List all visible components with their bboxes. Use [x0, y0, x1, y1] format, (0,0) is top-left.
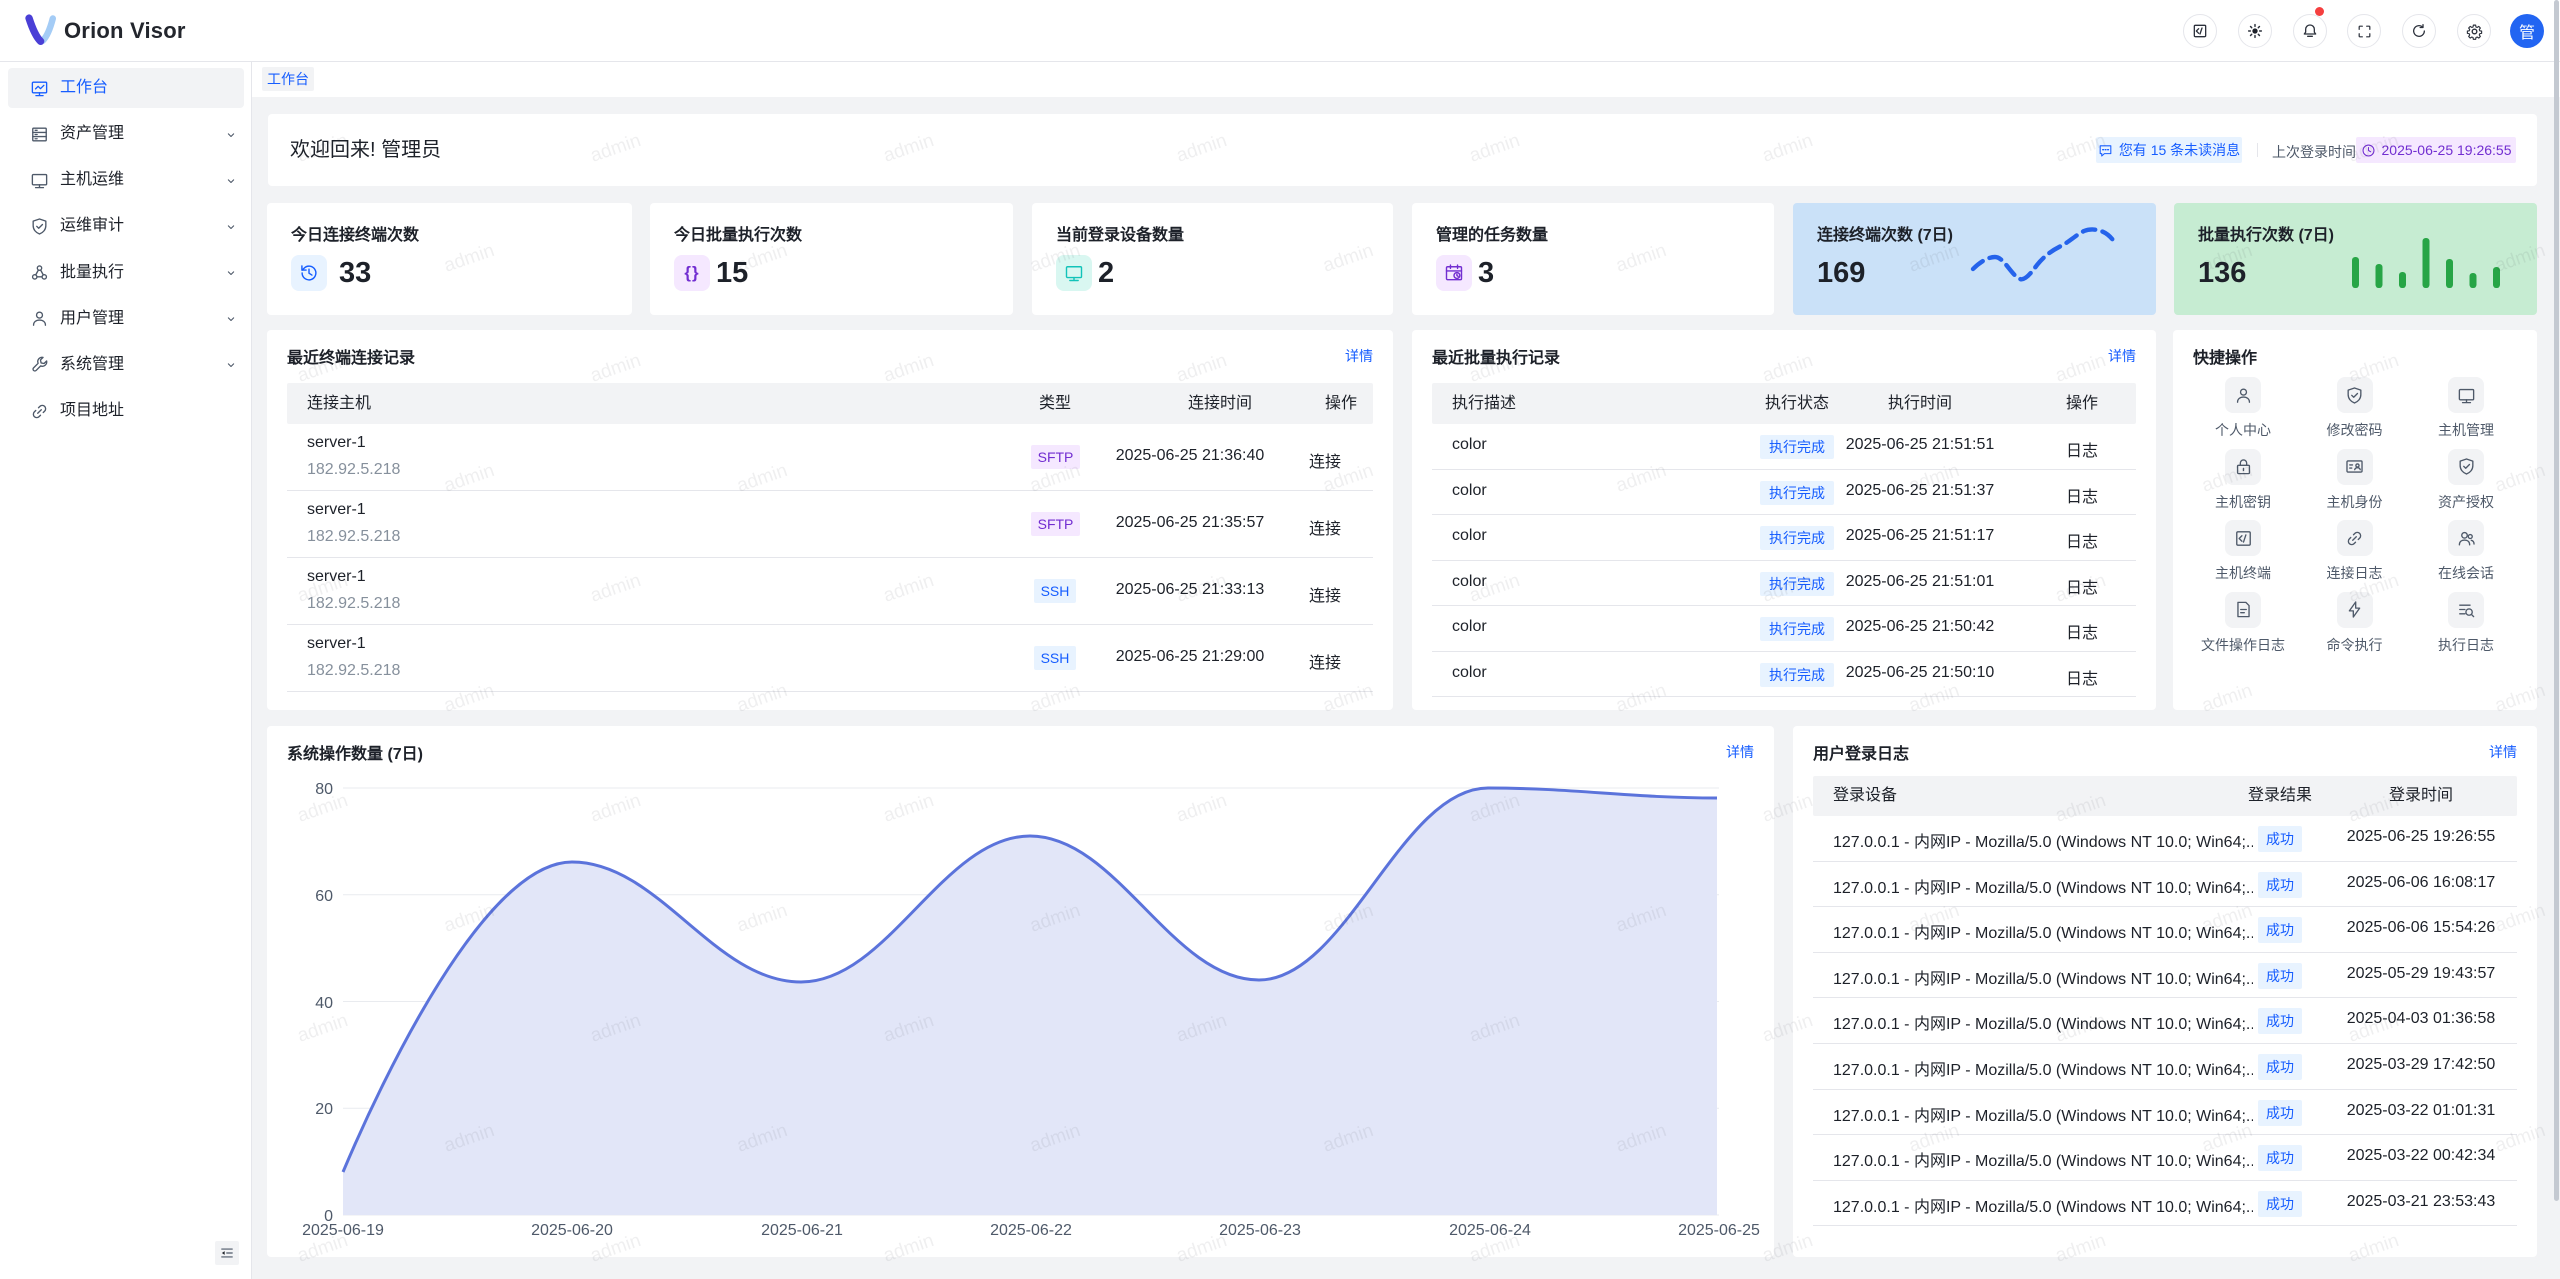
svg-text:2025-06-20: 2025-06-20 [531, 1222, 613, 1239]
svg-text:2025-06-22: 2025-06-22 [990, 1222, 1072, 1239]
svg-text:20: 20 [315, 1101, 333, 1118]
svg-text:2025-06-25: 2025-06-25 [1678, 1222, 1760, 1239]
svg-text:2025-06-23: 2025-06-23 [1219, 1222, 1301, 1239]
svg-text:2025-06-21: 2025-06-21 [761, 1222, 843, 1239]
svg-text:2025-06-19: 2025-06-19 [302, 1222, 384, 1239]
svg-text:80: 80 [315, 781, 333, 798]
svg-text:60: 60 [315, 888, 333, 905]
svg-text:2025-06-24: 2025-06-24 [1449, 1222, 1531, 1239]
svg-text:40: 40 [315, 995, 333, 1012]
